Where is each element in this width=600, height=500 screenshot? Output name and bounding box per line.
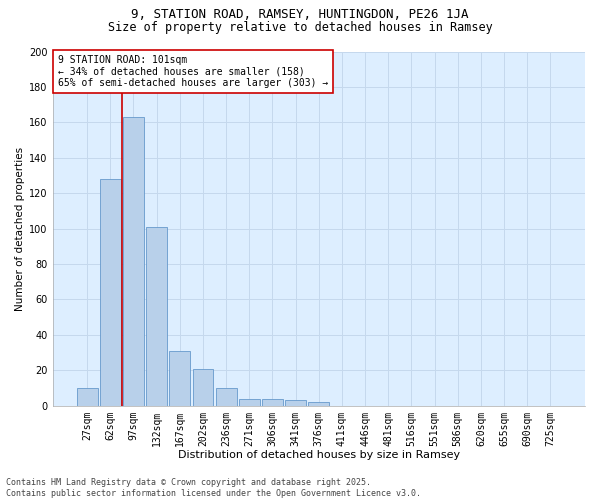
X-axis label: Distribution of detached houses by size in Ramsey: Distribution of detached houses by size … — [178, 450, 460, 460]
Bar — [193, 368, 214, 406]
Bar — [215, 388, 236, 406]
Y-axis label: Number of detached properties: Number of detached properties — [15, 146, 25, 310]
Bar — [146, 227, 167, 406]
Bar — [239, 398, 260, 406]
Bar — [308, 402, 329, 406]
Bar — [77, 388, 98, 406]
Bar — [123, 117, 144, 406]
Bar — [262, 398, 283, 406]
Bar — [100, 179, 121, 406]
Bar — [285, 400, 306, 406]
Text: 9 STATION ROAD: 101sqm
← 34% of detached houses are smaller (158)
65% of semi-de: 9 STATION ROAD: 101sqm ← 34% of detached… — [58, 55, 328, 88]
Text: Size of property relative to detached houses in Ramsey: Size of property relative to detached ho… — [107, 21, 493, 34]
Text: 9, STATION ROAD, RAMSEY, HUNTINGDON, PE26 1JA: 9, STATION ROAD, RAMSEY, HUNTINGDON, PE2… — [131, 8, 469, 20]
Bar — [169, 351, 190, 406]
Text: Contains HM Land Registry data © Crown copyright and database right 2025.
Contai: Contains HM Land Registry data © Crown c… — [6, 478, 421, 498]
